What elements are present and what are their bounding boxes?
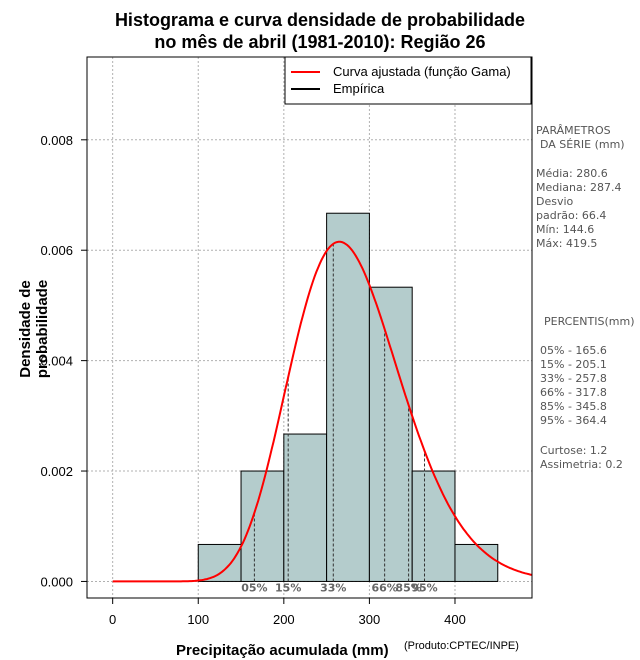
axes: 0 100 200 300 400 0.000 0.002 0.004 0.006 0.008 [40,56,533,627]
y-tick-label: 0.002 [40,464,73,479]
stat-mediana: Mediana: 287.4 [536,181,622,194]
credit-label: (Produto:CPTEC/INPE) [404,640,519,652]
percentile-label: 05% [241,581,267,594]
stat-assimetria: Assimetria: 0.2 [540,458,623,471]
percentile-label: 66% [371,581,397,594]
percentile-label: 85% [395,581,421,594]
histogram-bar [368,286,413,582]
chart-title-line1: Histograma e curva densidade de probabil… [114,10,526,30]
chart-title-line2: no mês de abril (1981-2010): Região 26 [154,32,486,52]
stats-heading-2: DA SÉRIE (mm) [540,138,625,151]
legend-curve-label: Curva ajustada (função Gama) [333,64,511,79]
percentile-label: 15% [275,581,301,594]
stats-heading-1: PARÂMETROS [536,124,611,137]
x-axis-label: Precipitação acumulada (mm) [176,642,389,659]
histogram-bar [454,543,499,582]
x-tick-label: 300 [359,612,381,627]
percentile-66: 66% - 317.8 [540,386,607,399]
legend: Curva ajustada (função Gama) Empírica [284,56,532,105]
stat-media: Média: 280.6 [536,167,608,180]
stat-curtose: Curtose: 1.2 [540,444,608,457]
percentile-05: 05% - 165.6 [540,344,607,357]
x-tick-label: 100 [187,612,209,627]
gamma-curve-group [112,240,533,583]
gamma-curve [112,240,533,583]
percentile-lines: 05% 15% 33% 66%85%95% [241,243,438,594]
histogram-bars [197,212,499,582]
percentile-15: 15% - 205.1 [540,358,607,371]
histogram-bar [283,433,328,582]
percentile-label: 33% [320,581,346,594]
percentiles-heading: PERCENTIS(mm) [544,315,635,328]
y-tick-label: 0.004 [40,354,73,369]
percentile-85: 85% - 345.8 [540,400,607,413]
y-tick-label: 0.006 [40,243,73,258]
stat-desvio-label: Desvio [536,195,574,208]
stat-max: Máx: 419.5 [536,237,598,250]
percentile-33: 33% - 257.8 [540,372,607,385]
x-tick-label: 400 [444,612,466,627]
histogram-bar [411,470,456,582]
legend-empirical-label: Empírica [333,81,385,96]
x-tick-label: 0 [109,612,116,627]
histogram-bar [197,543,242,582]
y-tick-label: 0.008 [40,133,73,148]
y-tick-label: 0.000 [40,574,73,589]
y-axis-label: Densidade de probabilidade [17,279,51,379]
stat-desvio-value: padrão: 66.4 [536,209,607,222]
legend-box [284,56,532,105]
percentile-95: 95% - 364.4 [540,414,607,427]
x-tick-label: 200 [273,612,295,627]
stat-min: Mín: 144.6 [536,223,595,236]
percentile-label: 95% [411,581,437,594]
